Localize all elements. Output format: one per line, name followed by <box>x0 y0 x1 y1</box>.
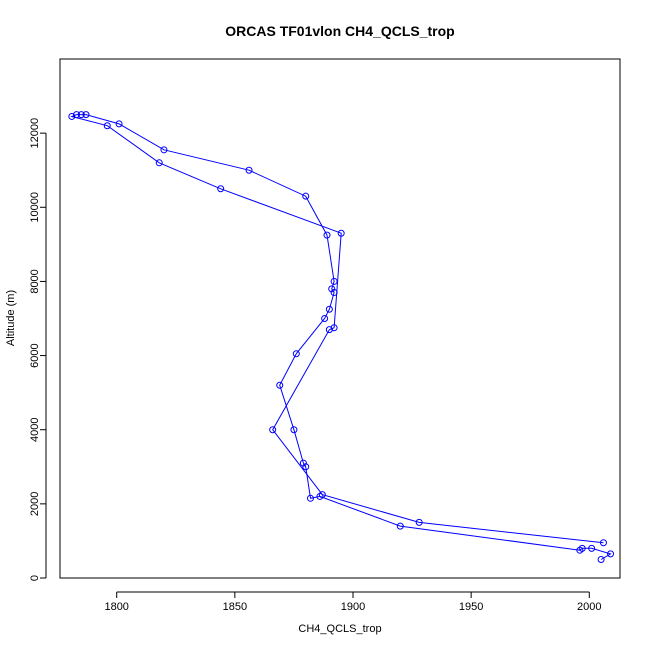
data-point <box>276 381 284 389</box>
data-point <box>599 539 607 547</box>
y-tick-label: 4000 <box>29 417 41 441</box>
data-point <box>269 426 277 434</box>
data-point <box>330 277 338 285</box>
y-axis-label: Altitude (m) <box>5 290 17 346</box>
y-axis: 0 2000 4000 6000 8000 10000 12000 <box>29 118 47 581</box>
data-point <box>330 289 338 297</box>
data-point <box>325 326 333 334</box>
data-point <box>325 305 333 313</box>
data-point <box>115 120 123 128</box>
data-point <box>607 550 615 558</box>
data-point <box>292 350 300 358</box>
y-tick-label: 2000 <box>29 492 41 516</box>
x-tick-label: 1900 <box>341 601 365 613</box>
y-tick-label: 0 <box>29 575 41 581</box>
y-tick-label: 6000 <box>29 343 41 367</box>
data-point <box>77 111 85 119</box>
y-tick-label: 10000 <box>29 192 41 223</box>
data-point <box>103 122 111 130</box>
x-tick-label: 2000 <box>577 601 601 613</box>
data-point <box>597 555 605 563</box>
data-point <box>290 426 298 434</box>
data-point <box>576 546 584 554</box>
data-point <box>217 185 225 193</box>
x-tick-label: 1800 <box>104 601 128 613</box>
data-point <box>318 491 326 499</box>
plot-frame <box>59 58 621 579</box>
data-point <box>588 544 596 552</box>
data-point <box>245 166 253 174</box>
data-point <box>321 315 329 322</box>
x-axis-label: CH4_QCLS_trop <box>298 623 381 635</box>
data-point <box>323 231 331 239</box>
series-line <box>70 114 612 560</box>
data-point <box>396 522 404 530</box>
data-point <box>155 159 163 167</box>
data-point <box>299 459 307 467</box>
data-point <box>330 324 338 332</box>
data-point <box>306 494 314 502</box>
series-layer <box>68 111 615 563</box>
data-point <box>160 146 168 154</box>
x-tick-label: 1950 <box>459 601 483 613</box>
data-point <box>328 285 336 293</box>
x-tick-label: 1850 <box>223 601 247 613</box>
chart-title: ORCAS TF01vlon CH4_QCLS_trop <box>225 23 454 39</box>
data-point <box>337 229 345 237</box>
y-tick-label: 8000 <box>29 269 41 293</box>
data-point <box>82 111 90 119</box>
data-point <box>302 463 310 471</box>
data-point <box>68 112 76 120</box>
y-tick-label: 12000 <box>29 118 41 149</box>
data-point <box>73 111 81 119</box>
data-point <box>415 518 423 526</box>
x-axis: 1800 1850 1900 1950 2000 <box>104 591 602 613</box>
data-point <box>302 192 310 200</box>
